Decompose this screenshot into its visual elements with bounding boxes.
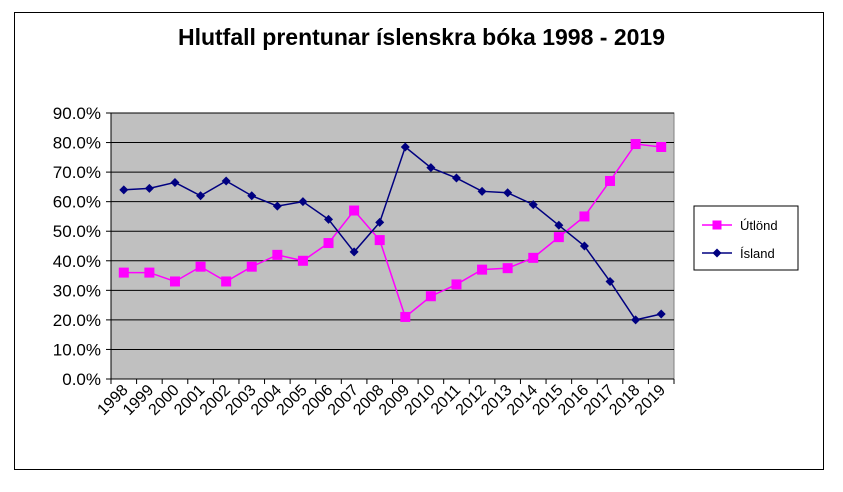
data-point-square	[349, 205, 360, 216]
y-tick-label: 90.0%	[53, 104, 101, 123]
data-point-diamond	[324, 214, 334, 224]
data-point-diamond	[221, 176, 231, 186]
data-point-square	[221, 276, 232, 287]
data-point-square	[297, 255, 308, 266]
data-point-square	[169, 276, 180, 287]
data-point-diamond	[349, 247, 359, 257]
chart-title: Hlutfall prentunar íslenskra bóka 1998 -…	[177, 24, 666, 50]
data-point-diamond	[170, 177, 180, 187]
data-point-diamond	[477, 186, 487, 196]
y-tick-label: 30.0%	[53, 281, 101, 300]
y-tick-label: 60.0%	[53, 193, 101, 212]
data-point-square	[246, 261, 257, 272]
data-point-diamond	[605, 276, 615, 286]
data-point-diamond	[656, 309, 666, 319]
data-point-square	[630, 139, 641, 150]
data-point-square	[605, 175, 616, 186]
y-tick-label: 70.0%	[53, 163, 101, 182]
data-point-diamond	[400, 142, 410, 152]
legend-marker-diamond	[712, 248, 722, 258]
data-point-square	[656, 141, 667, 152]
data-point-diamond	[528, 200, 538, 210]
data-point-square	[502, 263, 513, 274]
data-point-square	[425, 291, 436, 302]
data-point-diamond	[375, 217, 385, 227]
series-line-1	[123, 143, 662, 319]
data-point-square	[144, 267, 155, 278]
x-tick-label: 2019	[632, 382, 669, 419]
data-point-square	[323, 238, 334, 249]
legend-box	[693, 205, 799, 271]
y-tick-label: 80.0%	[53, 134, 101, 153]
data-point-diamond	[119, 185, 129, 195]
data-point-square	[579, 211, 590, 222]
data-point-square	[477, 264, 488, 275]
legend-label: Ísland	[740, 246, 775, 261]
data-point-diamond	[579, 241, 589, 251]
data-point-square	[553, 232, 564, 243]
data-point-diamond	[451, 173, 461, 183]
data-point-diamond	[196, 191, 206, 201]
data-point-square	[118, 267, 129, 278]
data-point-square	[374, 235, 385, 246]
data-point-diamond	[554, 220, 564, 230]
data-point-diamond	[631, 315, 641, 325]
legend-marker-square	[712, 220, 722, 230]
y-tick-label: 50.0%	[53, 222, 101, 241]
data-point-diamond	[503, 188, 513, 198]
data-point-square	[195, 261, 206, 272]
data-point-diamond	[426, 163, 436, 173]
data-point-square	[451, 279, 462, 290]
data-point-diamond	[144, 183, 154, 193]
data-point-square	[272, 249, 283, 260]
legend-label: Útlönd	[740, 218, 778, 233]
y-tick-label: 10.0%	[53, 340, 101, 359]
y-tick-label: 20.0%	[53, 311, 101, 330]
plot-area	[110, 112, 675, 380]
data-point-diamond	[298, 197, 308, 207]
y-tick-label: 40.0%	[53, 252, 101, 271]
data-point-diamond	[247, 191, 257, 201]
data-point-square	[400, 311, 411, 322]
data-point-diamond	[272, 201, 282, 211]
series-line-2	[123, 145, 662, 321]
data-point-square	[528, 252, 539, 263]
y-tick-label: 0.0%	[62, 370, 101, 389]
